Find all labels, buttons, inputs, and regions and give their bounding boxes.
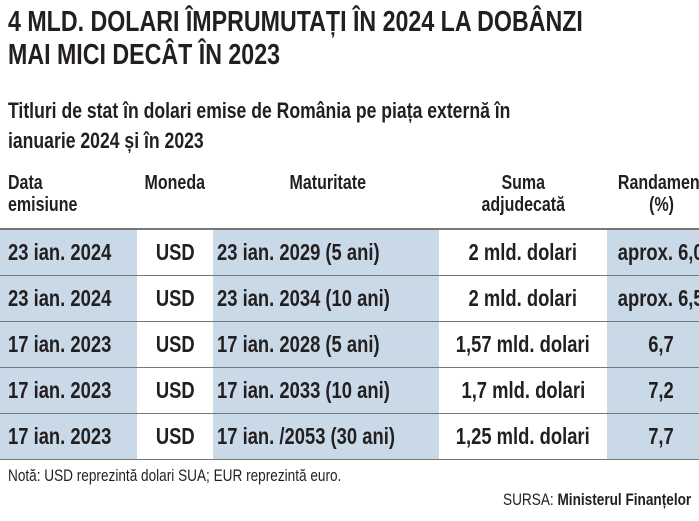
table-row: 23 ian. 2024 USD 23 ian. 2029 (5 ani) 2 mld… (0, 229, 699, 276)
table-row: 17 ian. 2023 USD 17 ian. 2033 (10 ani) 1,7 … (0, 367, 699, 414)
cell-amount: 2 mld. dolari (439, 229, 607, 276)
cell-text: USD (155, 423, 195, 449)
cell-text: 17 ian. 2023 (8, 423, 112, 449)
cell-maturity: 17 ian. 2028 (5 ani) (212, 321, 440, 368)
cell-maturity: 17 ian. /2053 (30 ani) (212, 413, 440, 460)
title-line-2: MAI MICI DECÂT ÎN 2023 (8, 39, 280, 71)
cell-currency: USD (137, 275, 213, 322)
title-line-1: 4 MLD. DOLARI ÎMPRUMUTAȚI ÎN 2024 LA DOB… (8, 6, 583, 38)
header-suma: Suma adjudecată (439, 170, 607, 230)
cell-text: 7,2 (648, 377, 674, 403)
cell-currency: USD (137, 321, 213, 368)
header-maturitate: Maturitate (212, 170, 440, 230)
cell-text: 17 ian. 2028 (5 ani) (216, 331, 380, 357)
cell-text: 17 ian. 2033 (10 ani) (216, 377, 390, 403)
cell-yield: 6,7 (606, 321, 699, 368)
cell-text: 6,7 (648, 331, 674, 357)
cell-text: 2 mld. dolari (468, 239, 578, 265)
cell-text: aprox. 6,0 (618, 239, 699, 265)
cell-text: USD (155, 239, 195, 265)
cell-text: 17 ian. 2023 (8, 331, 112, 357)
cell-text: USD (155, 331, 195, 357)
cell-maturity: 17 ian. 2033 (10 ani) (212, 367, 440, 414)
source: SURSA: Ministerul Finanțelor (456, 490, 691, 510)
footnote: Notă: USD reprezintă dolari SUA; EUR rep… (8, 466, 342, 485)
cell-amount: 2 mld. dolari (439, 275, 607, 322)
bonds-table: Data emisiune Moneda Maturitate Suma adjud… (0, 170, 699, 460)
cell-text: 17 ian. /2053 (30 ani) (216, 423, 395, 449)
table-row: 17 ian. 2023 USD 17 ian. 2028 (5 ani) 1,57 … (0, 321, 699, 368)
subtitle: Titluri de stat în dolari emise de Român… (8, 96, 636, 156)
cell-date: 17 ian. 2023 (0, 413, 138, 460)
cell-text: 23 ian. 2024 (8, 239, 112, 265)
cell-text: USD (155, 285, 195, 311)
cell-maturity: 23 ian. 2034 (10 ani) (212, 275, 440, 322)
header-moneda: Moneda (137, 170, 213, 230)
cell-date: 17 ian. 2023 (0, 321, 138, 368)
cell-text: 23 ian. 2024 (8, 285, 112, 311)
cell-currency: USD (137, 229, 213, 276)
cell-currency: USD (137, 367, 213, 414)
cell-amount: 1,25 mld. dolari (439, 413, 607, 460)
cell-text: 1,57 mld. dolari (455, 331, 590, 357)
source-label: SURSA: (502, 490, 554, 509)
cell-amount: 1,7 mld. dolari (439, 367, 607, 414)
table-header-row: Data emisiune Moneda Maturitate Suma adjud… (0, 170, 699, 230)
table-row: 17 ian. 2023 USD 17 ian. /2053 (30 ani) 1,2… (0, 413, 699, 460)
cell-text: 23 ian. 2029 (5 ani) (216, 239, 380, 265)
cell-text: 2 mld. dolari (468, 285, 578, 311)
cell-maturity: 23 ian. 2029 (5 ani) (212, 229, 440, 276)
subtitle-line-1: Titluri de stat în dolari emise de Român… (8, 98, 511, 123)
cell-date: 23 ian. 2024 (0, 229, 138, 276)
header-randament: Randament (%) (606, 170, 699, 230)
cell-text: 17 ian. 2023 (8, 377, 112, 403)
cell-yield: aprox. 6,5 (606, 275, 699, 322)
cell-text: 23 ian. 2034 (10 ani) (216, 285, 390, 311)
cell-text: 7,7 (648, 423, 674, 449)
header-data-emisiune: Data emisiune (0, 170, 138, 230)
cell-currency: USD (137, 413, 213, 460)
subtitle-line-2: ianuarie 2024 și în 2023 (8, 128, 204, 153)
cell-date: 23 ian. 2024 (0, 275, 138, 322)
cell-amount: 1,57 mld. dolari (439, 321, 607, 368)
cell-text: 1,7 mld. dolari (461, 377, 585, 403)
cell-date: 17 ian. 2023 (0, 367, 138, 414)
cell-yield: aprox. 6,0 (606, 229, 699, 276)
cell-text: 1,25 mld. dolari (455, 423, 590, 449)
source-name: Ministerul Finanțelor (557, 490, 691, 509)
page-title: 4 MLD. DOLARI ÎMPRUMUTAȚI ÎN 2024 LA DOB… (8, 6, 699, 72)
table-row: 23 ian. 2024 USD 23 ian. 2034 (10 ani) 2 ml… (0, 275, 699, 322)
cell-yield: 7,7 (606, 413, 699, 460)
cell-text: USD (155, 377, 195, 403)
cell-text: aprox. 6,5 (618, 285, 699, 311)
cell-yield: 7,2 (606, 367, 699, 414)
